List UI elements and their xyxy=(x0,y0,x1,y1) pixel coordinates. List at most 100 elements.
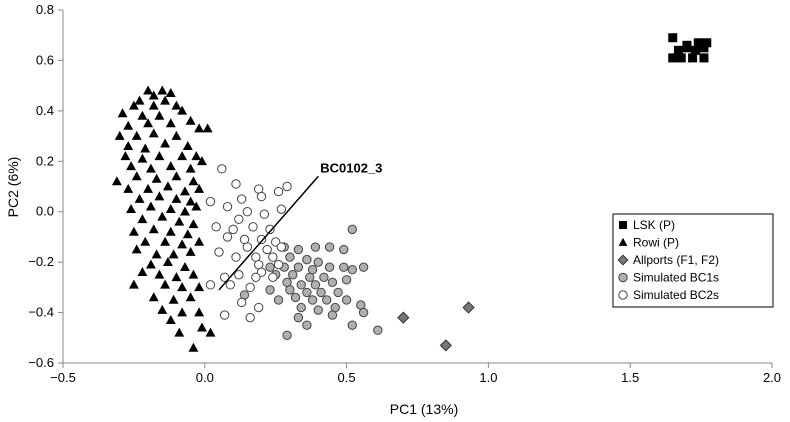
data-point xyxy=(154,269,165,279)
data-point xyxy=(179,206,190,216)
data-point xyxy=(137,267,148,277)
data-point xyxy=(265,262,275,272)
data-point xyxy=(228,224,238,235)
data-point xyxy=(194,183,205,193)
data-point xyxy=(137,153,148,163)
data-point xyxy=(268,272,278,282)
data-point xyxy=(162,256,173,266)
data-point xyxy=(148,224,159,234)
legend-label: Simulated BC2s xyxy=(633,288,719,302)
data-point xyxy=(339,244,349,255)
data-point xyxy=(305,272,315,282)
data-point xyxy=(259,209,270,219)
data-point xyxy=(682,43,692,53)
data-point xyxy=(248,222,258,232)
x-tick-label: 0.0 xyxy=(196,370,214,385)
data-point xyxy=(157,85,168,95)
data-point xyxy=(242,242,253,252)
data-point xyxy=(273,186,284,197)
data-point xyxy=(131,244,142,254)
data-point xyxy=(341,275,352,285)
y-tick-label: 0.0 xyxy=(36,204,54,219)
data-point xyxy=(324,242,335,252)
data-point xyxy=(276,242,287,252)
data-point xyxy=(316,287,326,298)
data-point xyxy=(154,151,165,161)
legend: LSK (P) Rowi (P) Allports (F1, F2) Simulate… xyxy=(612,213,774,308)
data-point xyxy=(194,236,205,246)
data-point xyxy=(293,312,304,323)
data-point xyxy=(185,163,196,173)
data-point xyxy=(313,257,323,267)
data-point xyxy=(171,171,182,181)
data-point xyxy=(168,249,179,259)
data-point xyxy=(151,249,162,259)
data-point xyxy=(310,242,321,252)
data-point xyxy=(268,252,278,262)
data-point xyxy=(288,270,298,280)
data-point xyxy=(231,252,241,262)
data-point xyxy=(148,100,159,110)
data-point xyxy=(302,287,312,298)
data-point xyxy=(251,272,261,282)
y-tick-label: −0.4 xyxy=(28,305,54,320)
data-point xyxy=(668,53,678,63)
data-point xyxy=(177,282,188,292)
legend-label: Allports (F1, F2) xyxy=(633,253,719,267)
data-point xyxy=(162,181,173,191)
annotation-line xyxy=(218,175,319,291)
data-point xyxy=(160,279,171,289)
data-point xyxy=(171,100,182,110)
data-point xyxy=(145,163,156,173)
data-point xyxy=(282,330,292,340)
data-point xyxy=(205,280,216,290)
data-point xyxy=(285,285,295,295)
data-point xyxy=(182,140,193,150)
data-point xyxy=(219,310,230,320)
data-point xyxy=(256,234,267,245)
x-axis-label: PC1 (13%) xyxy=(390,401,458,417)
x-tick-label: 1.5 xyxy=(621,370,639,385)
x-tick-label: 0.5 xyxy=(338,370,356,385)
data-point xyxy=(214,247,224,257)
data-point xyxy=(194,307,205,317)
data-point xyxy=(188,269,199,279)
data-point xyxy=(285,252,295,262)
data-point xyxy=(296,280,306,290)
data-point xyxy=(397,311,410,324)
legend-marker xyxy=(618,237,628,246)
data-point xyxy=(188,342,199,352)
legend-label: LSK (P) xyxy=(633,218,675,232)
data-point xyxy=(242,207,253,217)
data-point xyxy=(313,305,323,315)
data-point xyxy=(131,171,142,181)
y-ticks: 0.8 0.6 0.4 0.2 0.0 −0.2 −0.4 −0.6 xyxy=(28,2,63,370)
data-point xyxy=(205,327,216,337)
data-point xyxy=(165,118,176,128)
data-point xyxy=(373,325,383,335)
data-point xyxy=(160,138,171,148)
data-point xyxy=(143,183,154,193)
data-point xyxy=(165,314,176,324)
legend-marker xyxy=(618,272,628,283)
data-point xyxy=(341,295,352,305)
data-point xyxy=(462,301,475,314)
legend-marker xyxy=(618,290,628,300)
data-point xyxy=(174,327,185,337)
y-tick-label: −0.2 xyxy=(28,254,54,269)
data-point xyxy=(177,307,188,317)
data-point xyxy=(668,33,678,43)
data-point xyxy=(265,285,275,295)
data-point xyxy=(339,262,349,272)
data-point xyxy=(188,219,199,229)
data-point xyxy=(126,161,137,171)
data-point xyxy=(282,181,292,192)
data-point xyxy=(273,259,284,270)
data-point xyxy=(154,110,165,120)
data-point xyxy=(245,312,255,323)
data-point xyxy=(347,224,357,235)
data-point xyxy=(197,156,207,166)
data-point xyxy=(307,295,318,305)
data-point xyxy=(148,90,159,100)
data-point xyxy=(693,38,703,48)
